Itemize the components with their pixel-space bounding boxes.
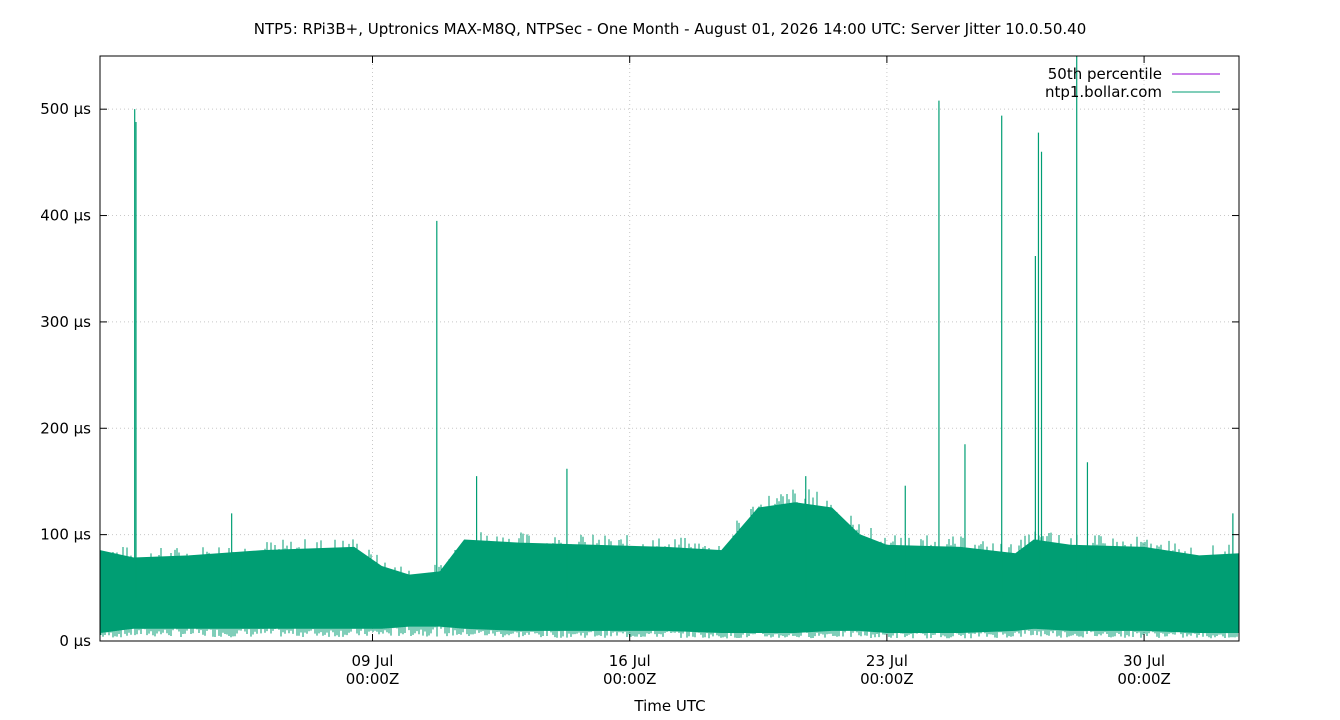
x-axis-label: Time UTC	[633, 697, 705, 715]
x-tick-label: 30 Jul	[1123, 652, 1165, 670]
y-tick-label: 400 µs	[40, 207, 91, 225]
x-tick-label: 16 Jul	[609, 652, 651, 670]
legend-label: 50th percentile	[1048, 65, 1162, 83]
legend-label: ntp1.bollar.com	[1045, 83, 1162, 101]
jitter-comb	[100, 489, 1238, 639]
y-tick-label: 500 µs	[40, 100, 91, 118]
x-tick-label: 23 Jul	[866, 652, 908, 670]
y-tick-label: 100 µs	[40, 526, 91, 544]
x-tick-label: 00:00Z	[1117, 670, 1171, 688]
y-tick-label: 200 µs	[40, 419, 91, 437]
y-tick-label: 0 µs	[59, 632, 91, 650]
x-tick-label: 00:00Z	[603, 670, 657, 688]
x-tick-label: 09 Jul	[352, 652, 394, 670]
grid-lines	[100, 56, 1239, 641]
x-tick-label: 00:00Z	[346, 670, 400, 688]
series-layer	[99, 56, 1240, 639]
chart-title: NTP5: RPi3B+, Uptronics MAX-M8Q, NTPSec …	[254, 20, 1087, 38]
x-tick-label: 00:00Z	[860, 670, 914, 688]
plot-frame	[99, 55, 1240, 642]
axis-ticks: 0 µs 100 µs 200 µs 300 µs 400 µs 500 µs 09 Jul…	[40, 56, 1239, 688]
y-tick-label: 300 µs	[40, 313, 91, 331]
